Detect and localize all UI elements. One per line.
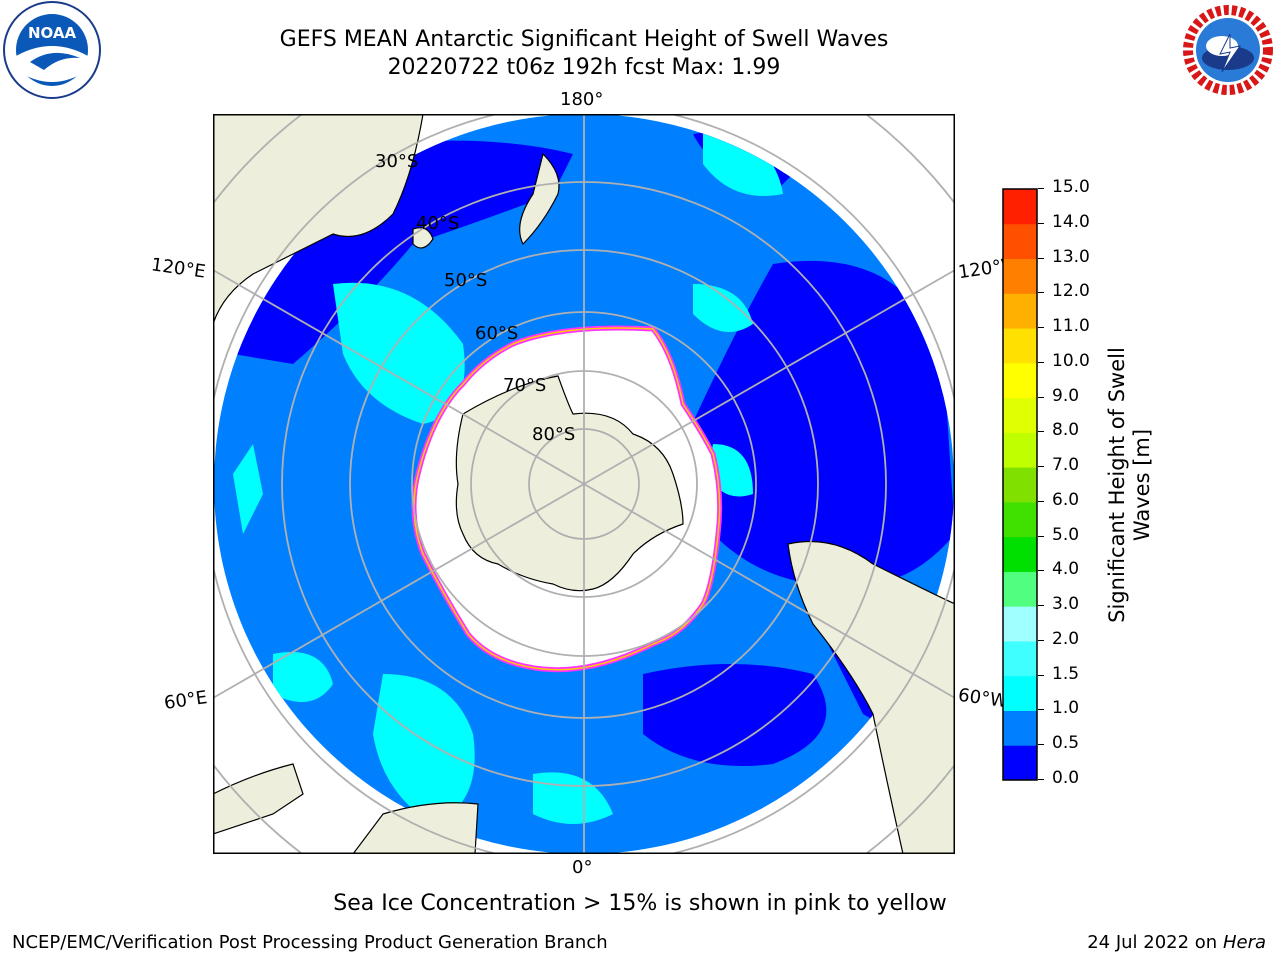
colorbar-segment: [1003, 467, 1037, 503]
colorbar-tick-label: 7.0: [1052, 455, 1080, 476]
colorbar-tick: [1038, 779, 1044, 780]
colorbar-tick: [1038, 709, 1044, 711]
land-africa: [213, 763, 304, 835]
lat-label-70s: 70°S: [503, 375, 547, 396]
sea-ice-note: Sea Ice Concentration > 15% is shown in …: [333, 891, 947, 916]
title-line-2: 20220722 t06z 192h fcst Max: 1.99: [387, 55, 781, 80]
colorbar-title: Significant Height of Swell Waves [m]: [1105, 347, 1154, 623]
colorbar-tick-label: 10.0: [1052, 350, 1090, 371]
polar-map: [213, 114, 955, 856]
colorbar-tick: [1038, 431, 1044, 433]
noaa-logo-text: NOAA: [28, 24, 77, 42]
colorbar-tick: [1038, 744, 1044, 746]
colorbar-tick: [1038, 327, 1044, 329]
colorbar-segment: [1003, 675, 1037, 711]
land-australia: [213, 114, 424, 325]
colorbar-tick: [1038, 257, 1044, 259]
colorbar-tick-label: 2.0: [1052, 628, 1080, 649]
colorbar-tick: [1038, 396, 1044, 398]
colorbar-segment: [1003, 293, 1037, 329]
colorbar-tick-label: 0.5: [1052, 733, 1080, 754]
nws-logo-icon: [1176, 0, 1280, 108]
lon-label-0: 0°: [572, 857, 593, 878]
lat-label-80s: 80°S: [532, 424, 576, 445]
footer-date-text: 24 Jul 2022 on: [1087, 932, 1223, 953]
colorbar-segment: [1003, 571, 1037, 607]
colorbar-segment: [1003, 189, 1037, 225]
colorbar-tick: [1038, 639, 1044, 641]
colorbar-tick-label: 4.0: [1052, 559, 1080, 580]
colorbar-tick: [1038, 570, 1044, 572]
colorbar-segment: [1003, 223, 1037, 260]
colorbar-segment: [1003, 536, 1037, 572]
lon-label-120e: 120°E: [149, 254, 207, 283]
colorbar-tick-label: 12.0: [1052, 281, 1090, 302]
colorbar-tick-label: 15.0: [1052, 177, 1090, 197]
colorbar-tick: [1038, 188, 1044, 189]
graticule: [213, 114, 955, 854]
lat-label-40s: 40°S: [416, 213, 460, 234]
colorbar-segment: [1003, 397, 1037, 433]
colorbar-segment: [1003, 640, 1037, 677]
title-line-1: GEFS MEAN Antarctic Significant Height o…: [279, 27, 889, 52]
colorbar-tick-label: 6.0: [1052, 489, 1080, 510]
colorbar-tick-label: 0.0: [1052, 768, 1080, 788]
colorbar-tick-label: 9.0: [1052, 385, 1080, 406]
colorbar-tick-label: 8.0: [1052, 420, 1080, 441]
lat-label-60s: 60°S: [475, 323, 519, 344]
colorbar-tick: [1038, 605, 1044, 607]
colorbar-segment: [1003, 328, 1037, 364]
colorbar-tick-label: 1.5: [1052, 663, 1080, 684]
footer-host: Hera: [1222, 932, 1266, 953]
lon-label-60e: 60°E: [162, 687, 209, 714]
colorbar-tick-label: 14.0: [1052, 211, 1090, 232]
colorbar-segment: [1003, 501, 1037, 538]
lat-label-30s: 30°S: [375, 151, 419, 172]
colorbar-ticks: 0.0 0.5 1.0 1.5 2.0 3.0 4.0 5.0 6.0 7.0 8.0 9.0 10.0…: [1038, 177, 1100, 790]
colorbar-tick-label: 5.0: [1052, 524, 1080, 545]
lat-label-50s: 50°S: [444, 270, 488, 291]
colorbar-segment: [1003, 710, 1037, 746]
colorbar-segment: [1003, 606, 1037, 642]
colorbar-segment: [1003, 745, 1037, 781]
colorbar-tick: [1038, 500, 1044, 502]
noaa-logo-icon: NOAA: [0, 0, 104, 108]
colorbar-tick: [1038, 674, 1044, 676]
colorbar-tick-label: 13.0: [1052, 246, 1090, 267]
colorbar-segment: [1003, 432, 1037, 468]
colorbar-tick: [1038, 466, 1044, 468]
colorbar-tick: [1038, 292, 1044, 294]
colorbar: [1002, 188, 1038, 785]
colorbar-tick: [1038, 361, 1044, 363]
lon-label-180: 180°: [560, 89, 604, 110]
footer-date: 24 Jul 2022 on Hera: [1087, 932, 1266, 953]
antarctica-land: [455, 375, 684, 592]
colorbar-segment: [1003, 258, 1037, 294]
colorbar-tick: [1038, 222, 1044, 224]
colorbar-segment: [1003, 362, 1037, 399]
land-south-america: [787, 540, 955, 854]
colorbar-tick-label: 3.0: [1052, 594, 1080, 615]
footer-credit: NCEP/EMC/Verification Post Processing Pr…: [12, 932, 608, 953]
colorbar-tick-label: 1.0: [1052, 698, 1080, 719]
colorbar-tick-label: 11.0: [1052, 316, 1090, 337]
colorbar-tick: [1038, 535, 1044, 537]
